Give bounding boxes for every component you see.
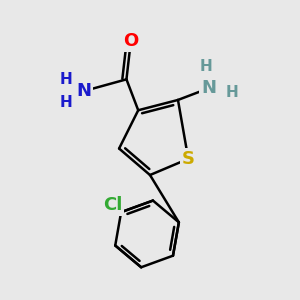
Text: H: H [226, 85, 239, 100]
Text: H: H [60, 72, 73, 87]
Text: N: N [76, 82, 91, 100]
Text: S: S [182, 150, 195, 168]
Text: N: N [201, 79, 216, 97]
Text: H: H [226, 85, 239, 100]
Text: H: H [200, 58, 212, 74]
Text: H: H [60, 95, 73, 110]
Text: H: H [200, 58, 212, 74]
Text: H: H [60, 95, 73, 110]
Text: N: N [76, 82, 91, 100]
Text: S: S [182, 150, 195, 168]
Text: N: N [201, 79, 216, 97]
Text: O: O [123, 32, 139, 50]
Text: Cl: Cl [103, 196, 122, 214]
Text: O: O [123, 32, 139, 50]
Text: H: H [60, 72, 73, 87]
Text: Cl: Cl [103, 196, 122, 214]
